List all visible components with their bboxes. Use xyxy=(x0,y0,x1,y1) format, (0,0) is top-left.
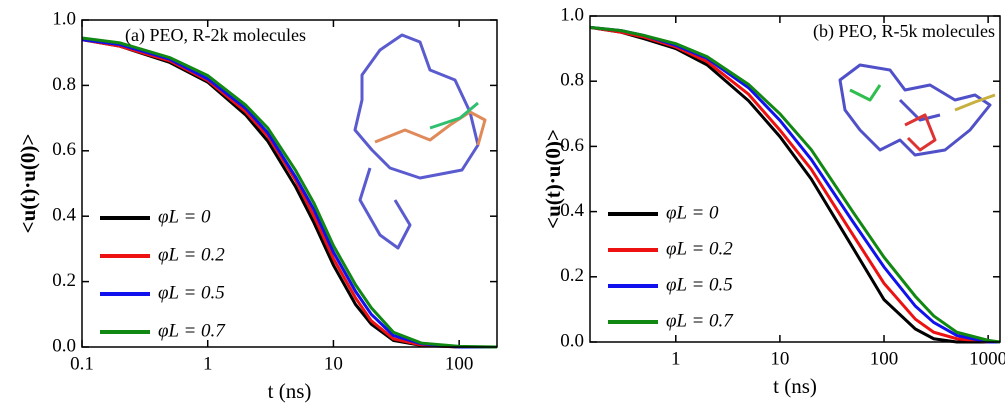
legend-label: φL = 0.2 xyxy=(158,244,225,265)
y-tick-label: 0.6 xyxy=(52,139,76,160)
x-tick-label: 100 xyxy=(870,348,899,369)
y-axis-title: <u(t)·u(0)> xyxy=(541,129,565,229)
molecule-inset xyxy=(838,63,996,157)
y-tick-label: 1.0 xyxy=(52,8,76,29)
data-line xyxy=(589,25,1000,344)
y-tick-label: 0.6 xyxy=(560,135,584,156)
molecule-inset xyxy=(353,33,487,250)
y-tick-label: 1.0 xyxy=(560,4,584,25)
x-tick-label: 1 xyxy=(671,348,681,369)
data-line xyxy=(589,25,1000,344)
legend-label: φL = 0 xyxy=(666,202,719,223)
x-tick-label: 1 xyxy=(203,353,213,374)
legend-label: φL = 0.2 xyxy=(666,238,733,259)
legend-label: φL = 0.5 xyxy=(666,274,733,295)
chart-title: (a) PEO, R-2k molecules xyxy=(125,25,306,46)
legend-label: φL = 0 xyxy=(158,206,211,227)
data-line xyxy=(81,38,497,349)
plot-frame xyxy=(81,19,498,348)
y-tick-label: 0.0 xyxy=(560,330,584,351)
x-tick-label: 10 xyxy=(770,348,789,369)
y-tick-label: 0.8 xyxy=(560,70,584,91)
data-line xyxy=(81,38,497,349)
data-line xyxy=(589,25,1001,344)
legend-label: φL = 0.7 xyxy=(158,320,226,341)
data-line xyxy=(81,36,498,349)
y-tick-label: 0.2 xyxy=(52,270,76,291)
legend-label: φL = 0.7 xyxy=(666,310,734,331)
x-axis-title: t (ns) xyxy=(268,379,312,403)
x-tick-label: 100 xyxy=(445,353,474,374)
x-tick-label: 0.1 xyxy=(70,353,94,374)
y-tick-label: 0.0 xyxy=(52,335,76,356)
x-tick-label: 10 xyxy=(324,353,343,374)
y-tick-label: 0.4 xyxy=(560,200,584,221)
plot-frame xyxy=(589,15,1001,343)
y-tick-label: 0.2 xyxy=(560,265,584,286)
y-tick-label: 0.4 xyxy=(52,205,76,226)
legend-label: φL = 0.5 xyxy=(158,282,225,303)
chart-title: (b) PEO, R-5k molecules xyxy=(813,21,995,42)
data-line xyxy=(81,38,497,349)
x-axis-title: t (ns) xyxy=(773,374,817,398)
y-tick-label: 0.8 xyxy=(52,74,76,95)
x-tick-label: 1000 xyxy=(969,348,1005,369)
data-line xyxy=(589,25,1000,344)
y-axis-title: <u(t)·u(0)> xyxy=(16,134,40,234)
